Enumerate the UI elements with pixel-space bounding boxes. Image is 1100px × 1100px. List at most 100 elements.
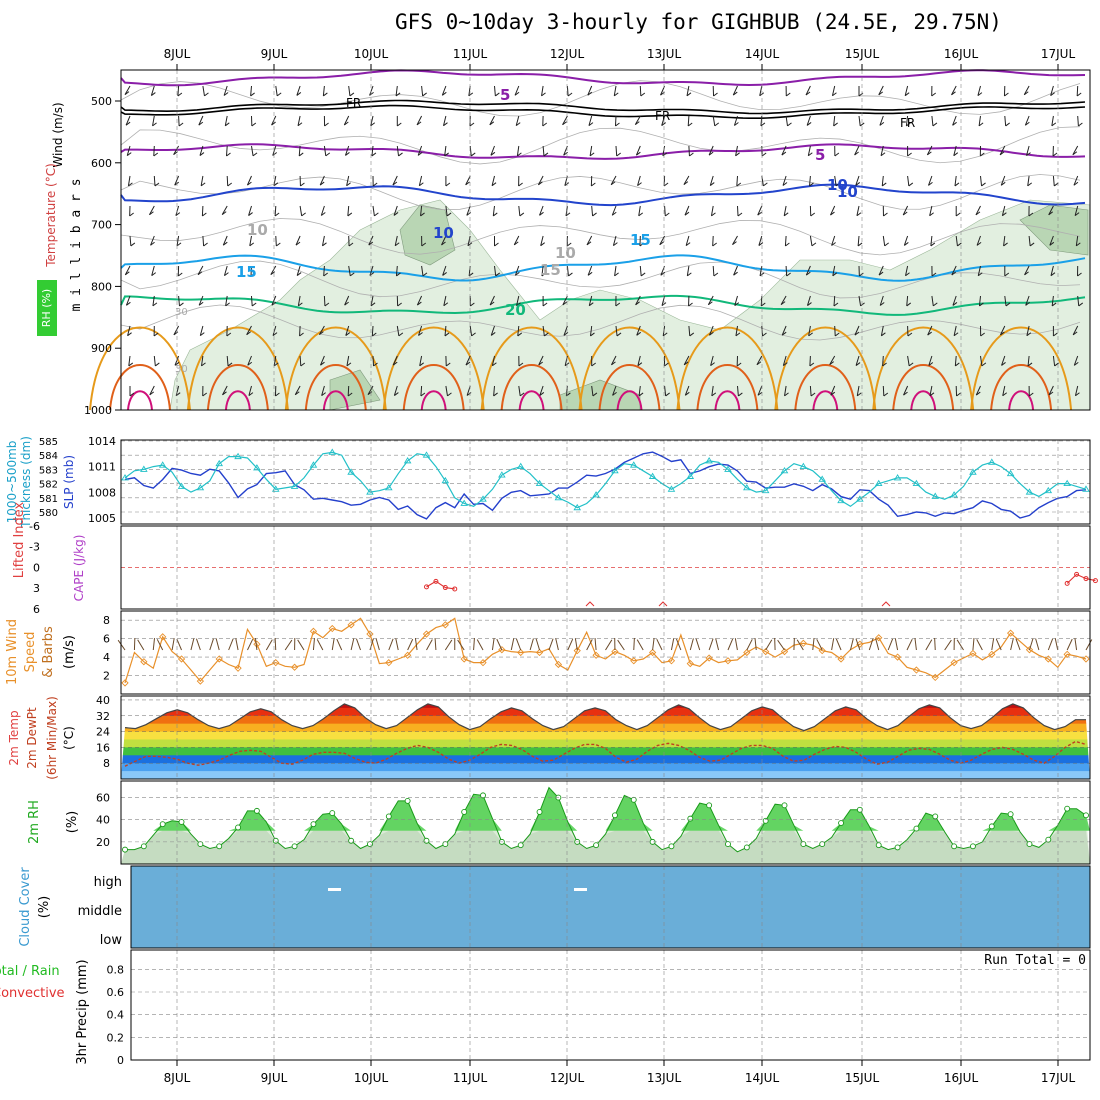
isotherm-30-line [304, 364, 367, 411]
wind-barb [178, 295, 180, 307]
wind-barb-flag [640, 92, 646, 97]
wind-barb-flag [1075, 392, 1080, 397]
thickness-point [950, 491, 958, 498]
wind-barb-flag [833, 122, 838, 127]
date-label-top: 9JUL [261, 47, 288, 61]
wind-barb-flag [301, 212, 306, 217]
rh-point [819, 841, 826, 848]
wind-barb [758, 235, 763, 246]
wind-barb-flag [879, 121, 885, 126]
wind-barb [880, 325, 884, 336]
wind-barb [611, 205, 617, 216]
side-label-slp: SLP (mb) [62, 455, 76, 509]
contour-label: FR [900, 116, 915, 130]
wind-barb [588, 295, 593, 306]
wind-barb-flag [980, 332, 985, 337]
wind-barb-flag [271, 121, 276, 126]
rh-contour [120, 174, 1081, 211]
wind-barb-flag [368, 241, 374, 246]
wind-barb-10m [117, 639, 126, 651]
wind-barb-flag [613, 92, 619, 97]
wind-barb-10m [605, 639, 613, 651]
wind-barb-flag [1054, 362, 1059, 367]
wind-barb [224, 115, 228, 126]
wind-barb [903, 235, 909, 246]
wind-barb [272, 325, 277, 336]
wind-barb-flag [635, 301, 640, 306]
wind-barb [416, 295, 423, 306]
wind-barb [614, 265, 617, 276]
wind-speed-point [837, 655, 845, 663]
wind-barb [489, 115, 495, 126]
wind-barb-10m [476, 639, 484, 651]
wind-barb-flag [177, 272, 183, 277]
wind-barb [589, 325, 593, 336]
date-label-top: 15JUL [845, 47, 880, 61]
rh-point [404, 797, 411, 804]
wind-barb [149, 385, 155, 396]
wind-barb [806, 295, 811, 306]
date-label-top: 13JUL [647, 47, 682, 61]
wind-speed-point [762, 647, 770, 656]
wind-speed-point [347, 621, 355, 629]
wind-barb-10m [254, 638, 258, 651]
wind-barb-flag [732, 91, 738, 96]
wind-barb [442, 115, 447, 126]
rh-tick-label: 40 [96, 814, 110, 827]
wind-barb-flag [637, 362, 643, 367]
isotherm-35-line [714, 390, 741, 411]
wind-barb-10m [156, 639, 164, 651]
wind-barb-flag [515, 271, 520, 276]
wind-barb-10m [754, 638, 757, 651]
wind-barb-flag [174, 181, 179, 186]
wind-barb [514, 85, 520, 96]
wind-barb [152, 115, 155, 126]
wind-barb [125, 295, 131, 306]
wind-barb [635, 295, 641, 306]
wind-barb-flag [1023, 91, 1029, 96]
wind-barb [348, 265, 351, 276]
wind-barb [297, 295, 301, 306]
rh-point [178, 818, 185, 825]
wind-barb [566, 85, 569, 97]
wind-barb [322, 85, 325, 96]
wind-barb-flag [203, 242, 208, 247]
wind-barb-flag [297, 122, 303, 127]
isotherm-minus5-line [120, 143, 1086, 160]
wind-barb [1024, 265, 1030, 276]
lifted-index-mark [881, 601, 891, 607]
wind-barb-flag [1072, 331, 1078, 336]
isotherm-25-line [578, 326, 681, 411]
isotherm-25-line [872, 326, 975, 411]
wind-barb-flag [417, 151, 423, 156]
wind-barb [589, 145, 593, 156]
wind-barb-flag [806, 271, 811, 276]
wind-barb-flag [586, 241, 592, 246]
wind-barb [1048, 205, 1054, 216]
wind-barb [370, 295, 374, 306]
wind-barb [1027, 355, 1030, 366]
rh-point [875, 842, 882, 849]
wind-barb [516, 145, 520, 156]
wind-barb-flag [396, 272, 401, 277]
contour-label: 30 [175, 364, 188, 375]
wind-barb-flag [786, 272, 791, 277]
wind-barb-10m [670, 638, 675, 651]
wind-barb-flag [150, 241, 155, 246]
wind-barb-10m [594, 638, 597, 651]
wind-barb-flag [664, 212, 670, 217]
wind-barb [784, 385, 787, 396]
thickness-point [234, 452, 242, 460]
contour-label: 5 [500, 86, 510, 104]
contour-label: 10 [555, 244, 576, 262]
wind-barb [832, 265, 836, 276]
side-label-rh: RH (%) [40, 289, 53, 327]
wind-barb-flag [396, 122, 402, 127]
precip-tick-label: 0.6 [107, 986, 125, 999]
wind-barb-flag [783, 362, 788, 367]
wind-barb-10m [567, 638, 574, 651]
side-label-wind-units: (m/s) [62, 635, 77, 669]
wind-barb [1074, 205, 1079, 216]
wind-barb-flag [855, 182, 861, 186]
wind-barb-flag [1028, 212, 1034, 217]
